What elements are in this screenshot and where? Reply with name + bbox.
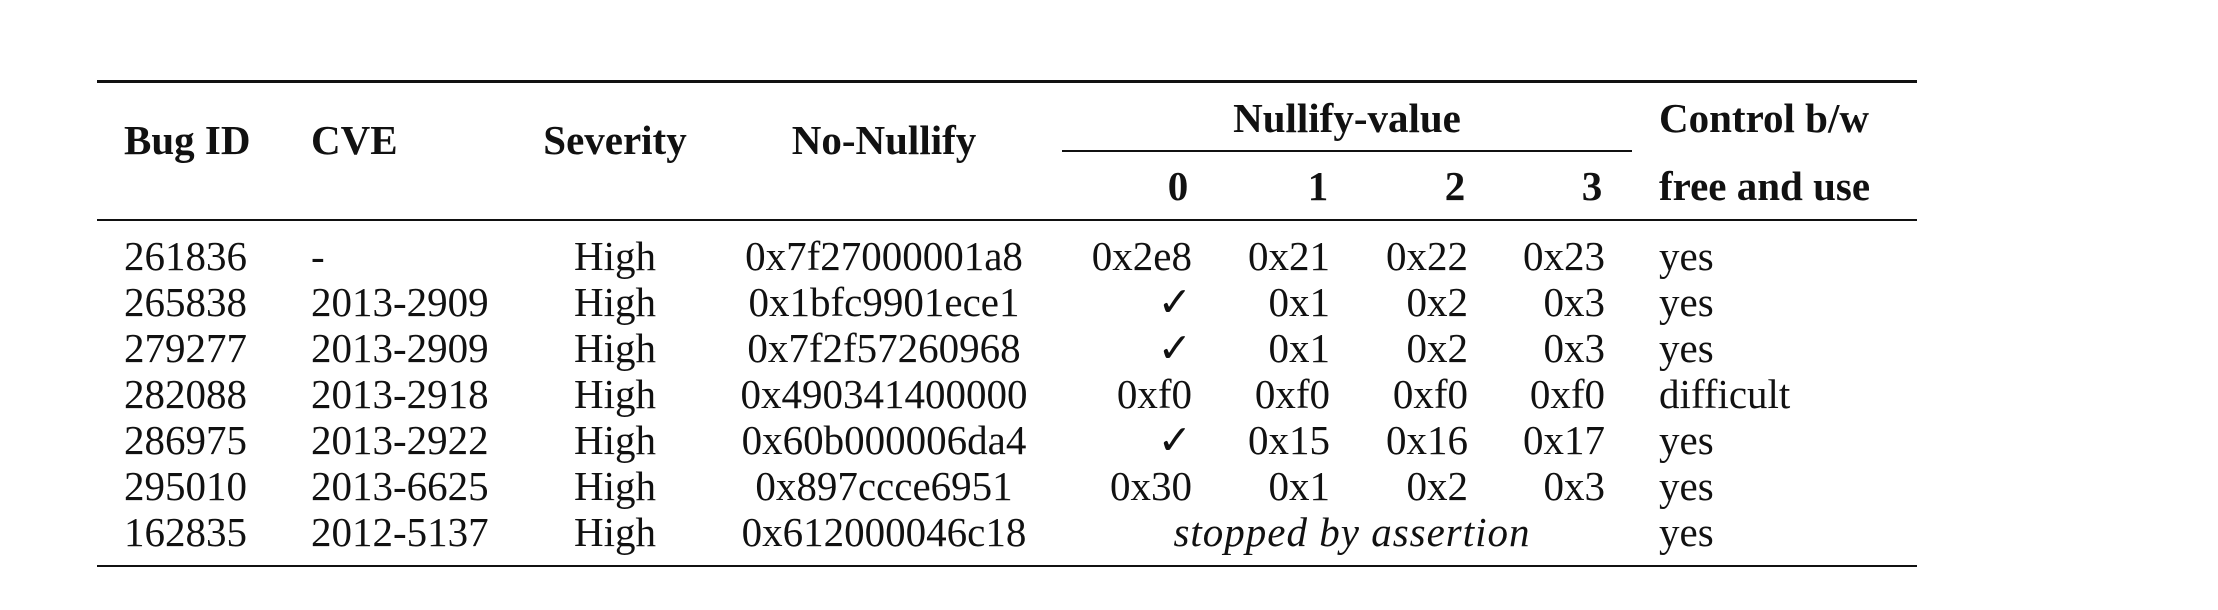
header-nullify-3: 3: [1581, 163, 1603, 209]
table-row-no-nullify: 0x612000046c18: [741, 509, 1027, 555]
header-bug-id: Bug ID: [124, 117, 251, 163]
table-row-severity: High: [574, 233, 656, 279]
table-row-nullify-0: 0x30: [1110, 463, 1192, 509]
table-row-control: yes: [1659, 233, 1714, 279]
table-row-nullify-1: 0x1: [1268, 463, 1331, 509]
table-row-cve: 2013-2922: [311, 417, 489, 463]
table-row-severity: High: [574, 279, 656, 325]
table-row-nullify-3: 0xf0: [1529, 371, 1605, 417]
header-no-nullify: No-Nullify: [791, 117, 977, 163]
table-row-nullify-3: 0x3: [1543, 279, 1606, 325]
table-row-no-nullify: 0x60b000006da4: [741, 417, 1027, 463]
table-row-nullify-3: 0x3: [1543, 325, 1606, 371]
table-row-control: yes: [1659, 325, 1714, 371]
table-row-cve: 2012-5137: [311, 509, 489, 555]
header-control-line2: free and use: [1659, 163, 1871, 209]
bottom-rule: [97, 565, 1917, 567]
header-nullify-2: 2: [1444, 163, 1466, 209]
table-row-control: yes: [1659, 279, 1714, 325]
table-row-nullify-3: 0x3: [1543, 463, 1606, 509]
table-row-nullify-1: 0x15: [1248, 417, 1330, 463]
header-nullify-value: Nullify-value: [1233, 95, 1461, 141]
table-row-no-nullify: 0x490341400000: [740, 371, 1028, 417]
table-row-nullify-2: 0x2: [1406, 325, 1469, 371]
table-row-cve: -: [311, 233, 325, 279]
header-cve: CVE: [311, 117, 398, 163]
table-row-no-nullify: 0x7f27000001a8: [745, 233, 1023, 279]
table-row-nullify-2: 0x16: [1386, 417, 1468, 463]
table-row-bug-id: 265838: [124, 279, 247, 325]
table-row-nullify-0: 0xf0: [1116, 371, 1192, 417]
table-row-nullify-2: 0x22: [1386, 233, 1468, 279]
header-control-line1: Control b/w: [1659, 95, 1869, 141]
header-nullify-0: 0: [1167, 163, 1189, 209]
table-row-severity: High: [574, 325, 656, 371]
table-row-severity: High: [574, 371, 656, 417]
table-row-nullify-0: ✓: [1157, 279, 1192, 325]
table-row-bug-id: 279277: [124, 325, 247, 371]
table-row-bug-id: 295010: [124, 463, 247, 509]
table-row-nullify-1: 0x21: [1248, 233, 1330, 279]
table-row-nullify-0: ✓: [1157, 325, 1192, 371]
table-row-nullify-2: 0x2: [1406, 463, 1469, 509]
table-row-control: yes: [1659, 463, 1714, 509]
table-row-nullify-1: 0xf0: [1254, 371, 1330, 417]
table-row-bug-id: 261836: [124, 233, 247, 279]
table-row-cve: 2013-2909: [311, 279, 489, 325]
header-bottom-rule: [97, 219, 1917, 221]
table-row-nullify-2: 0xf0: [1392, 371, 1468, 417]
header-nullify-1: 1: [1307, 163, 1329, 209]
table-row-bug-id: 282088: [124, 371, 247, 417]
table-row-cve: 2013-2909: [311, 325, 489, 371]
table-row-nullify-0: ✓: [1157, 417, 1192, 463]
table-row-bug-id: 162835: [124, 509, 247, 555]
table-row-nullify-1: 0x1: [1268, 325, 1331, 371]
table-row-nullify-3: 0x17: [1523, 417, 1605, 463]
table-row-nullify-span: stopped by assertion: [1173, 509, 1531, 555]
header-severity: Severity: [543, 117, 687, 163]
table-row-nullify-0: 0x2e8: [1091, 233, 1192, 279]
table-row-severity: High: [574, 509, 656, 555]
table-row-no-nullify: 0x897ccce6951: [755, 463, 1013, 509]
table-row-no-nullify: 0x7f2f57260968: [747, 325, 1021, 371]
table-row-severity: High: [574, 417, 656, 463]
table-row-cve: 2013-2918: [311, 371, 489, 417]
table-row-control: yes: [1659, 509, 1714, 555]
table-row-bug-id: 286975: [124, 417, 247, 463]
table-row-cve: 2013-6625: [311, 463, 489, 509]
nullify-value-underline: [1062, 150, 1632, 152]
table-row-control: yes: [1659, 417, 1714, 463]
table-row-severity: High: [574, 463, 656, 509]
table-row-nullify-1: 0x1: [1268, 279, 1331, 325]
table-row-control: difficult: [1659, 371, 1791, 417]
table-row-nullify-3: 0x23: [1523, 233, 1605, 279]
table-row-no-nullify: 0x1bfc9901ece1: [748, 279, 1020, 325]
top-rule: [97, 80, 1917, 83]
table-row-nullify-2: 0x2: [1406, 279, 1469, 325]
